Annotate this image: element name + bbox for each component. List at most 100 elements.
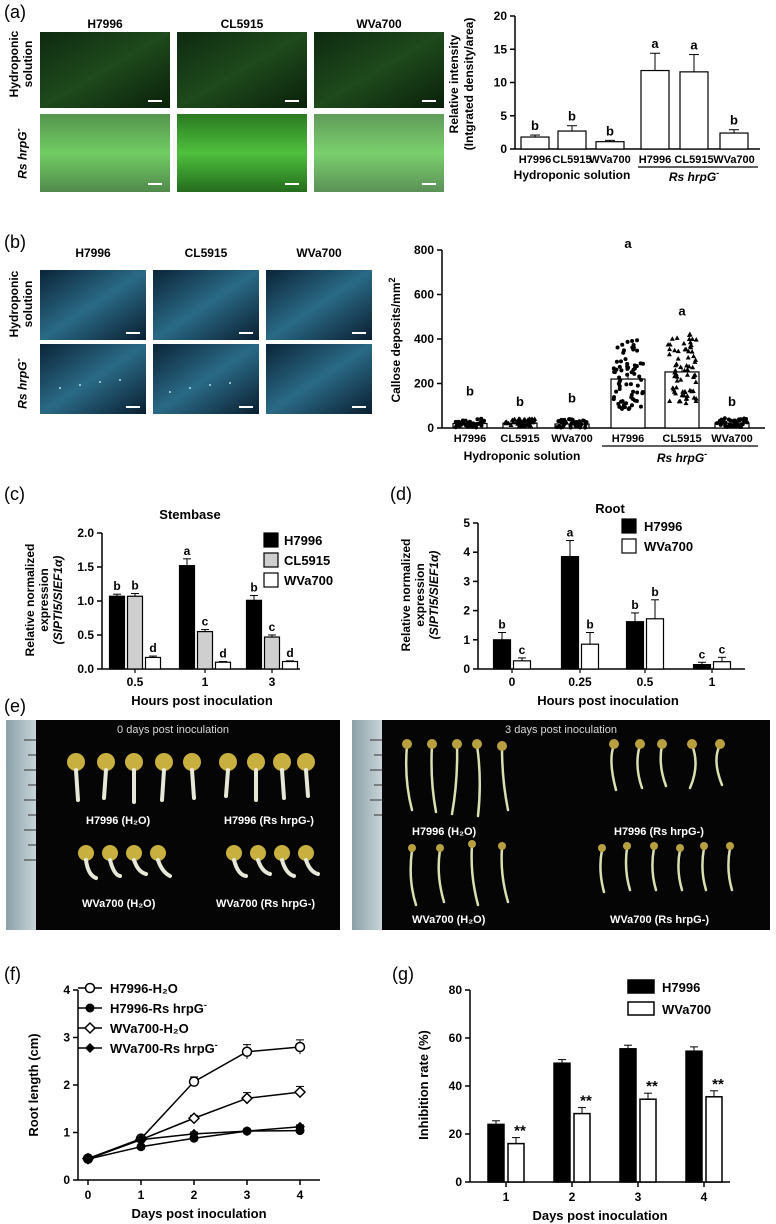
panel-g-bar	[639, 1098, 657, 1183]
panel-c-bar	[178, 565, 196, 670]
panel-f-chart: Root length (cm) 0 1 2 3 4 0 1 2 3 4 Days post inoc…	[26, 981, 320, 1221]
panel-c-x-tick-label: 1	[202, 675, 209, 689]
panel-a-x-tick-label: H7996	[519, 154, 551, 166]
panel-b-point	[558, 425, 563, 430]
panel-b-y-tick-label: 600	[414, 288, 434, 302]
panel-a-col-wva700: WVa700	[356, 17, 402, 31]
panel-c-y-tick-label: 2.0	[77, 526, 94, 540]
panel-b-point	[583, 425, 588, 430]
micrograph-a-h7996-hydro	[40, 32, 170, 108]
panel-c-bar	[108, 595, 126, 670]
panel-c-letter: a	[184, 544, 191, 558]
panel-b-point	[463, 423, 468, 428]
panel-g-legend-swatch	[627, 1001, 655, 1016]
panel-b-point	[470, 424, 475, 429]
panel-b-point	[691, 353, 697, 359]
panel-a-bar	[595, 141, 625, 150]
panel-b-point	[692, 359, 698, 364]
panel-b-letter: b	[728, 394, 736, 409]
panel-f-legend-marker	[84, 982, 96, 994]
panel-c-letter: b	[113, 579, 120, 593]
panel-b-point	[625, 339, 630, 344]
panel-b-point	[693, 337, 699, 342]
panel-c-xlabel: Hours post inoculation	[131, 693, 273, 708]
panel-b-point	[475, 417, 480, 422]
panel-f-y-tick-label: 1	[63, 1126, 70, 1140]
panel-b-point	[624, 382, 629, 387]
panel-b-x-tick-label: CL5915	[500, 433, 539, 445]
panel-a-y-tick-label: 15	[494, 42, 508, 56]
panel-b-point	[684, 372, 690, 377]
panel-b-letter: b	[466, 384, 474, 399]
panel-c-letter: b	[250, 581, 257, 595]
panel-b-point	[640, 391, 645, 396]
panel-g-y-tick-label: 40	[449, 1079, 463, 1093]
panel-b-point	[735, 424, 740, 429]
panel-e-left-label-1: H7996 (H₂O)	[86, 815, 151, 827]
panel-b-x-tick-label: WVa700	[711, 433, 753, 445]
panel-b-point	[687, 387, 693, 393]
panel-b-col-wva700: WVa700	[296, 246, 342, 260]
panel-g-xlabel: Days post inoculation	[532, 1208, 667, 1223]
panel-f-y-tick-label: 4	[63, 983, 70, 997]
panel-b-point	[619, 399, 624, 404]
panel-c-letter: c	[202, 615, 209, 629]
panel-b-point	[678, 377, 684, 382]
panel-e-label: (e)	[4, 696, 26, 716]
panel-b-micrographs	[40, 270, 372, 414]
panel-d-bar	[492, 639, 512, 670]
panel-b-point	[611, 397, 616, 402]
panel-b-point	[625, 364, 630, 369]
panel-b-point	[614, 359, 619, 364]
panel-a-label: (a)	[4, 2, 26, 22]
panel-c-legend-swatch	[263, 552, 279, 568]
panel-b-point	[637, 374, 642, 379]
panel-c-bar	[245, 599, 263, 670]
panel-b-point	[620, 342, 625, 347]
panel-c-chart: Relative normalized expression (SlPTI5/SlE…	[23, 507, 333, 708]
panel-d-legend-swatch	[621, 538, 637, 554]
panel-b-point	[693, 379, 699, 385]
panel-b-point	[629, 392, 634, 397]
panel-b-point	[639, 377, 644, 382]
panel-g-bar	[553, 1062, 571, 1183]
panel-c-bar	[263, 636, 281, 670]
panel-b-point	[638, 404, 643, 409]
panel-d-legend-label: H7996	[644, 519, 682, 534]
panel-b-point	[626, 407, 631, 412]
panel-f-legend-label: H7996-H₂O	[110, 981, 178, 996]
micrograph-a-cl5915-hydro	[177, 32, 307, 108]
panel-b-point	[630, 338, 635, 343]
panel-f-y-tick-label: 3	[63, 1031, 70, 1045]
panel-b-point	[674, 374, 680, 379]
panel-e-right-label-4: WVa700 (Rs hrpG-)	[610, 914, 710, 926]
panel-b-point	[666, 351, 672, 357]
panel-b-y-tick-label: 800	[414, 243, 434, 257]
panel-f-point	[188, 1076, 200, 1087]
panel-f-legend-marker	[83, 1021, 97, 1035]
panel-b-point	[621, 348, 626, 353]
panel-a-chart: Relative intensity (Intgrated density/are…	[447, 9, 760, 184]
panel-d-y-tick-label: 5	[463, 516, 470, 530]
panel-f-point	[241, 1046, 253, 1057]
panel-b-point	[686, 363, 692, 369]
panel-b-point	[631, 347, 636, 352]
panel-f-point	[295, 1121, 305, 1132]
panel-b-x-tick-label: WVa700	[551, 433, 593, 445]
panel-b-point	[630, 397, 635, 402]
panel-g-x-tick-label: 1	[503, 1190, 510, 1204]
panel-a-bar	[640, 69, 670, 150]
panel-d-bar	[560, 555, 580, 670]
panel-b-point	[635, 383, 640, 388]
panel-b-point	[508, 422, 514, 428]
panel-g-significance: **	[514, 1123, 526, 1140]
panel-c-bar	[196, 631, 214, 670]
micrograph-a-wva700-rs	[314, 114, 444, 192]
panel-a-x-tick-label: CL5915	[674, 154, 713, 166]
panel-d-bar	[692, 664, 712, 670]
panel-a-ylabel-1: Relative intensity	[447, 34, 461, 133]
panel-b-point	[686, 336, 692, 341]
panel-d-x-tick-label: 0.25	[568, 675, 592, 689]
panel-b-point	[623, 357, 628, 362]
panel-a-letter: b	[730, 113, 738, 128]
